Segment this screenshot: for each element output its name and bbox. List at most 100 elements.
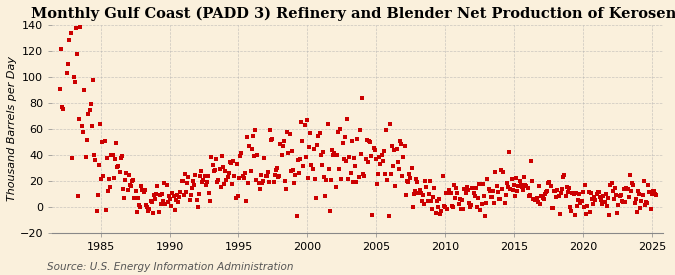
Point bbox=[589, 194, 599, 199]
Point bbox=[572, 204, 583, 208]
Point bbox=[536, 194, 547, 199]
Point bbox=[392, 159, 403, 164]
Point bbox=[192, 205, 203, 209]
Point bbox=[362, 160, 373, 164]
Point bbox=[70, 79, 80, 84]
Point bbox=[406, 166, 417, 170]
Point bbox=[211, 157, 221, 161]
Point bbox=[477, 181, 488, 186]
Point bbox=[230, 196, 241, 200]
Point bbox=[138, 189, 149, 194]
Point bbox=[136, 184, 146, 188]
Point bbox=[593, 190, 603, 195]
Point bbox=[279, 139, 290, 143]
Point bbox=[276, 153, 287, 158]
Point bbox=[397, 174, 408, 178]
Point bbox=[491, 184, 502, 188]
Point bbox=[439, 205, 450, 209]
Point bbox=[454, 197, 465, 202]
Point bbox=[410, 177, 421, 181]
Point bbox=[416, 199, 427, 203]
Point bbox=[619, 187, 630, 192]
Point bbox=[651, 193, 661, 197]
Point bbox=[163, 193, 174, 198]
Point bbox=[333, 130, 344, 134]
Point bbox=[140, 202, 151, 207]
Point bbox=[237, 174, 248, 178]
Point bbox=[161, 182, 172, 187]
Point bbox=[487, 194, 497, 199]
Point bbox=[129, 196, 140, 200]
Point bbox=[570, 191, 581, 195]
Point bbox=[613, 203, 624, 207]
Point bbox=[371, 157, 381, 162]
Point bbox=[336, 177, 347, 182]
Point bbox=[489, 201, 500, 206]
Point bbox=[428, 195, 439, 199]
Point bbox=[407, 205, 418, 209]
Point bbox=[314, 131, 325, 136]
Point bbox=[235, 154, 246, 159]
Point bbox=[169, 208, 180, 213]
Point bbox=[296, 119, 306, 124]
Point bbox=[232, 162, 242, 166]
Point bbox=[641, 200, 651, 204]
Point bbox=[420, 179, 431, 183]
Point bbox=[472, 205, 483, 209]
Point bbox=[622, 187, 633, 192]
Point bbox=[552, 188, 563, 192]
Point bbox=[134, 202, 144, 207]
Point bbox=[207, 163, 218, 167]
Point bbox=[510, 194, 520, 198]
Point bbox=[359, 174, 370, 178]
Point bbox=[450, 196, 460, 200]
Point bbox=[412, 180, 423, 184]
Point bbox=[292, 158, 303, 162]
Point bbox=[429, 186, 440, 191]
Point bbox=[348, 155, 359, 160]
Point bbox=[376, 153, 387, 157]
Point bbox=[228, 158, 239, 163]
Point bbox=[74, 117, 84, 122]
Point bbox=[466, 203, 477, 207]
Point bbox=[124, 173, 134, 177]
Point bbox=[302, 117, 313, 122]
Point bbox=[387, 164, 398, 168]
Point bbox=[516, 184, 527, 189]
Point bbox=[221, 177, 232, 182]
Point bbox=[627, 181, 638, 185]
Point bbox=[329, 151, 340, 156]
Point bbox=[444, 187, 455, 192]
Point bbox=[418, 201, 429, 206]
Point bbox=[635, 206, 646, 211]
Point bbox=[514, 179, 525, 183]
Point bbox=[650, 192, 661, 196]
Point bbox=[127, 179, 138, 183]
Point bbox=[348, 179, 358, 184]
Point bbox=[632, 188, 643, 193]
Point bbox=[598, 194, 609, 198]
Point bbox=[263, 169, 273, 174]
Point bbox=[480, 214, 491, 219]
Point bbox=[147, 211, 158, 215]
Point bbox=[306, 163, 317, 167]
Point bbox=[426, 199, 437, 204]
Point bbox=[469, 194, 480, 198]
Point bbox=[582, 204, 593, 208]
Point bbox=[115, 156, 126, 161]
Point bbox=[142, 205, 153, 209]
Point bbox=[256, 181, 267, 185]
Point bbox=[612, 211, 622, 215]
Point bbox=[197, 180, 208, 185]
Point bbox=[65, 14, 76, 18]
Point bbox=[170, 198, 181, 203]
Point bbox=[205, 199, 216, 203]
Point bbox=[155, 202, 166, 206]
Point bbox=[624, 173, 635, 178]
Point bbox=[483, 187, 494, 191]
Point bbox=[151, 191, 162, 196]
Point bbox=[358, 172, 369, 176]
Point bbox=[325, 209, 335, 213]
Point bbox=[286, 168, 296, 173]
Point bbox=[495, 167, 506, 172]
